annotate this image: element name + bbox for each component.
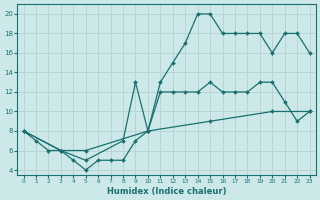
X-axis label: Humidex (Indice chaleur): Humidex (Indice chaleur) [107,187,226,196]
